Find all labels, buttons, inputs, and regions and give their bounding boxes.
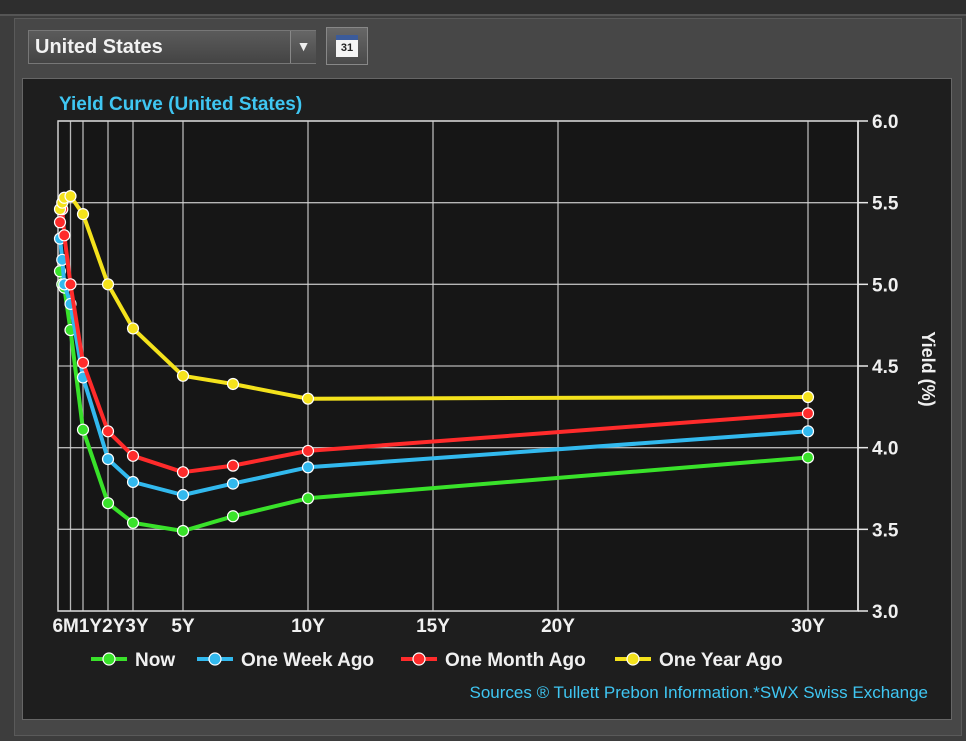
x-tick-label: 5Y	[171, 616, 195, 637]
legend-label: One Week Ago	[241, 650, 374, 671]
x-tick-label: 20Y	[541, 616, 575, 637]
data-point	[301, 444, 315, 458]
data-point	[64, 190, 77, 203]
data-point	[176, 369, 190, 382]
data-point	[101, 453, 115, 466]
data-point	[101, 425, 115, 438]
chevron-down-icon[interactable]: ▼	[290, 31, 316, 63]
country-select[interactable]: United States	[28, 30, 316, 64]
window-top-strip	[0, 0, 966, 16]
data-point	[801, 451, 815, 464]
legend-label: One Year Ago	[659, 650, 783, 671]
data-point	[101, 497, 115, 510]
y-tick-label: 5.5	[872, 194, 899, 215]
data-point	[126, 516, 140, 529]
data-point	[176, 524, 190, 538]
data-point	[76, 423, 90, 436]
y-tick-label: 3.0	[872, 602, 898, 623]
data-point	[126, 475, 140, 489]
data-point	[53, 216, 67, 229]
data-point	[176, 488, 190, 502]
data-point	[301, 392, 315, 405]
data-point	[301, 492, 315, 505]
y-tick-label: 4.5	[872, 357, 899, 378]
data-point	[101, 278, 115, 291]
legend-item: One Week Ago	[197, 650, 374, 671]
y-tick-label: 6.0	[872, 112, 898, 133]
chart-panel: 3.0 3.5 4.0 4.5 5.0 5.5 6.0 6M1Y2Y3Y 5Y 10Y 15Y 20Y…	[22, 78, 952, 720]
x-tick-label: 6M1Y2Y3Y	[52, 616, 148, 637]
legend-label: One Month Ago	[445, 650, 586, 671]
data-point	[126, 322, 140, 335]
legend-swatch-marker	[102, 652, 116, 666]
yield-curve-chart: 3.0 3.5 4.0 4.5 5.0 5.5 6.0 6M1Y2Y3Y 5Y 10Y 15Y 20Y…	[52, 94, 938, 702]
data-point	[801, 407, 815, 420]
x-tick-label: 15Y	[416, 616, 450, 637]
chart-title: Yield Curve (United States)	[59, 94, 302, 115]
data-point	[801, 390, 815, 404]
data-point	[76, 208, 90, 221]
y-tick-label: 5.0	[872, 275, 898, 296]
legend-swatch-marker	[208, 652, 222, 666]
data-point	[64, 278, 77, 291]
data-point	[301, 461, 315, 474]
data-point	[226, 510, 240, 523]
data-point	[126, 449, 140, 462]
data-point	[801, 425, 815, 438]
series-one-month-ago	[53, 203, 815, 479]
y-tick-label: 3.5	[872, 520, 899, 541]
calendar-icon: 31	[336, 35, 358, 57]
legend: Now One Week Ago One Month Ago One Year Ago	[91, 650, 783, 671]
legend-item: Now	[91, 650, 175, 671]
data-point	[226, 459, 240, 472]
y-tick-label: 4.0	[872, 439, 898, 460]
calendar-button[interactable]: 31	[326, 27, 368, 65]
data-point	[226, 477, 240, 490]
legend-label: Now	[135, 650, 175, 671]
legend-item: One Year Ago	[615, 650, 783, 671]
data-point	[76, 356, 90, 369]
data-point	[226, 377, 240, 391]
legend-swatch-marker	[412, 652, 426, 666]
y-axis-label: Yield (%)	[918, 331, 938, 406]
data-point	[58, 229, 71, 242]
data-point	[176, 466, 190, 479]
x-tick-label: 30Y	[791, 616, 825, 637]
x-tick-label: 10Y	[291, 616, 325, 637]
source-text: Sources ® Tullett Prebon Information.*SW…	[469, 683, 928, 702]
series-one-year-ago	[53, 190, 815, 405]
legend-swatch-marker	[626, 652, 640, 666]
legend-item: One Month Ago	[401, 650, 586, 671]
